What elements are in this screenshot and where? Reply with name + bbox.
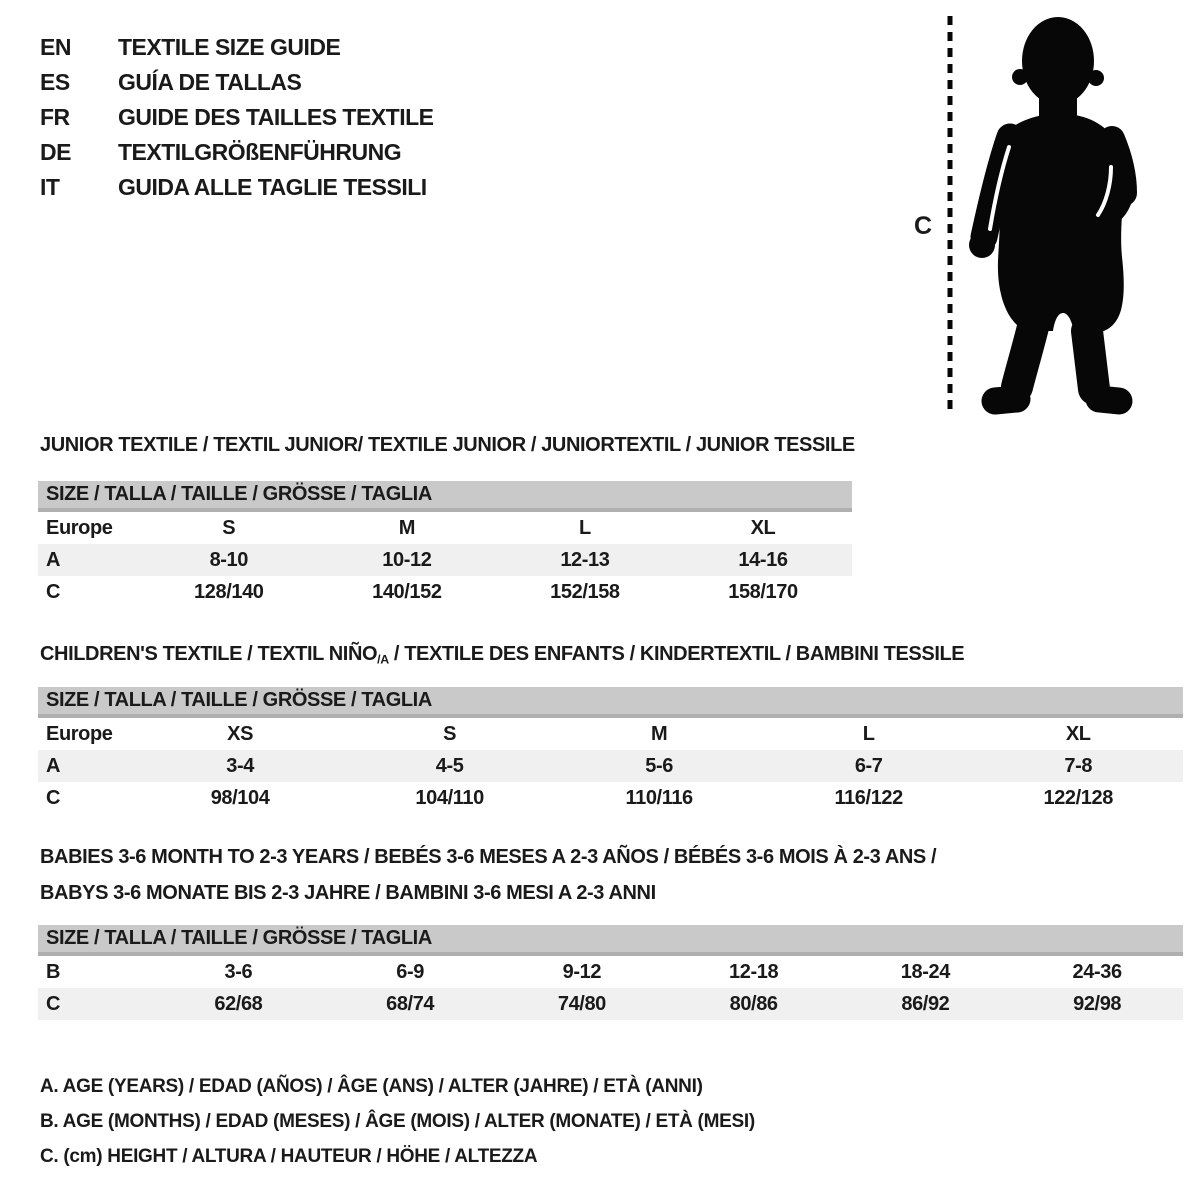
table-cell: 12-13 — [495, 544, 674, 576]
size-header: SIZE / TALLA / TAILLE / GRÖSSE / TAGLIA — [38, 925, 1183, 956]
table-cell: 128/140 — [194, 581, 264, 603]
row-label: A — [38, 750, 136, 782]
table-cell: 116/122 — [834, 787, 903, 809]
row-label: Europe — [46, 723, 113, 745]
babies-section-title-line2: BABYS 3-6 MONATE BIS 2-3 JAHRE / BAMBINI… — [40, 882, 656, 904]
table-cell: 8-10 — [139, 544, 318, 576]
table-row: B 3-6 6-9 9-12 12-18 18-24 24-36 — [38, 954, 1183, 988]
language-code: ES — [40, 69, 70, 95]
language-row-de: DE TEXTILGRÖßENFÜHRUNG — [40, 135, 434, 170]
legend-line-c: C. (cm) HEIGHT / ALTURA / HAUTEUR / HÖHE… — [40, 1146, 538, 1167]
language-label: GUIDE DES TAILLES TEXTILE — [118, 104, 434, 130]
language-label: TEXTILE SIZE GUIDE — [118, 34, 341, 60]
size-header: SIZE / TALLA / TAILLE / GRÖSSE / TAGLIA — [38, 687, 1183, 718]
table-cell: XS — [227, 723, 254, 745]
row-label: B — [46, 961, 61, 983]
language-row-it: IT GUIDA ALLE TAGLIE TESSILI — [40, 170, 434, 205]
table-cell: S — [222, 517, 236, 539]
table-cell: 5-6 — [554, 750, 764, 782]
language-label: GUÍA DE TALLAS — [118, 69, 302, 95]
language-code: DE — [40, 139, 71, 165]
legend-line-a: A. AGE (YEARS) / EDAD (AÑOS) / ÂGE (ANS)… — [40, 1076, 703, 1097]
babies-section-title-line1: BABIES 3-6 MONTH TO 2-3 YEARS / BEBÉS 3-… — [40, 846, 937, 868]
table-cell: L — [862, 723, 875, 745]
table-cell: 10-12 — [317, 544, 496, 576]
table-cell: 110/116 — [625, 787, 693, 809]
legend-line-b: B. AGE (MONTHS) / EDAD (MESES) / ÂGE (MO… — [40, 1111, 755, 1132]
language-code: IT — [40, 174, 60, 200]
table-cell: 98/104 — [210, 787, 270, 809]
table-cell: 158/170 — [728, 581, 798, 603]
table-cell: 122/128 — [1043, 787, 1113, 809]
legend: A. AGE (YEARS) / EDAD (AÑOS) / ÂGE (ANS)… — [40, 1069, 755, 1174]
table-cell: 86/92 — [839, 988, 1012, 1020]
children-title-main: CHILDREN'S TEXTILE / TEXTIL NIÑO — [40, 643, 378, 665]
junior-size-table: SIZE / TALLA / TAILLE / GRÖSSE / TAGLIA … — [38, 481, 852, 608]
table-cell: 68/74 — [324, 988, 496, 1020]
table-cell: XL — [750, 517, 776, 539]
table-cell: 104/110 — [415, 787, 484, 809]
size-header: SIZE / TALLA / TAILLE / GRÖSSE / TAGLIA — [38, 481, 852, 512]
table-cell: 18-24 — [900, 961, 951, 983]
junior-section-title: JUNIOR TEXTILE / TEXTIL JUNIOR/ TEXTILE … — [40, 434, 855, 456]
table-cell: 80/86 — [667, 988, 840, 1020]
table-row: Europe S M L XL — [38, 510, 852, 544]
table-header-row: SIZE / TALLA / TAILLE / GRÖSSE / TAGLIA — [38, 687, 1183, 718]
table-cell: M — [398, 517, 416, 539]
table-cell: 7-8 — [973, 750, 1183, 782]
language-row-en: EN TEXTILE SIZE GUIDE — [40, 30, 434, 65]
baby-silhouette-icon — [969, 17, 1137, 415]
children-section-title: CHILDREN'S TEXTILE / TEXTIL NIÑO/A / TEX… — [40, 642, 965, 672]
height-figure: C — [900, 12, 1150, 424]
table-cell: 74/80 — [496, 988, 668, 1020]
row-label: C — [46, 581, 61, 603]
table-row: C 98/104 104/110 110/116 116/122 122/128 — [38, 782, 1183, 814]
table-header-row: SIZE / TALLA / TAILLE / GRÖSSE / TAGLIA — [38, 481, 852, 512]
table-cell: 12-18 — [729, 961, 779, 983]
row-label: A — [38, 544, 140, 576]
table-row: A 3-4 4-5 5-6 6-7 7-8 — [38, 750, 1183, 782]
table-row: A 8-10 10-12 12-13 14-16 — [38, 544, 852, 576]
table-cell: S — [443, 723, 457, 745]
language-row-es: ES GUÍA DE TALLAS — [40, 65, 434, 100]
table-cell: XL — [1065, 723, 1091, 745]
children-title-rest: / TEXTILE DES ENFANTS / KINDERTEXTIL / B… — [388, 643, 965, 665]
table-cell: 92/98 — [1011, 988, 1183, 1020]
table-cell: 152/158 — [550, 581, 620, 603]
table-row: C 128/140 140/152 152/158 158/170 — [38, 576, 852, 608]
table-cell: 3-6 — [224, 961, 253, 983]
table-cell: 14-16 — [673, 544, 852, 576]
children-title-sub: /A — [377, 652, 389, 667]
height-measure-label: C — [914, 212, 933, 240]
row-label: C — [38, 988, 153, 1020]
language-label: TEXTILGRÖßENFÜHRUNG — [118, 139, 402, 165]
babies-size-table: SIZE / TALLA / TAILLE / GRÖSSE / TAGLIA … — [38, 925, 1183, 1020]
table-cell: M — [651, 723, 668, 745]
table-cell: 24-36 — [1072, 961, 1123, 983]
table-cell: 6-9 — [396, 961, 424, 983]
table-cell: 4-5 — [344, 750, 555, 782]
table-cell: 9-12 — [562, 961, 602, 983]
table-cell: 3-4 — [135, 750, 345, 782]
table-cell: 140/152 — [372, 581, 442, 603]
children-size-table: SIZE / TALLA / TAILLE / GRÖSSE / TAGLIA … — [38, 687, 1183, 814]
table-row: C 62/68 68/74 74/80 80/86 86/92 92/98 — [38, 988, 1183, 1020]
row-label: C — [46, 787, 61, 809]
language-code: FR — [40, 104, 70, 130]
language-title-list: EN TEXTILE SIZE GUIDE ES GUÍA DE TALLAS … — [40, 30, 434, 205]
table-header-row: SIZE / TALLA / TAILLE / GRÖSSE / TAGLIA — [38, 925, 1183, 956]
table-cell: L — [578, 517, 591, 539]
table-cell: 6-7 — [763, 750, 974, 782]
language-row-fr: FR GUIDE DES TAILLES TEXTILE — [40, 100, 434, 135]
language-label: GUIDA ALLE TAGLIE TESSILI — [118, 174, 427, 200]
table-row: Europe XS S M L XL — [38, 716, 1183, 750]
language-code: EN — [40, 34, 71, 60]
table-cell: 62/68 — [152, 988, 325, 1020]
row-label: Europe — [46, 517, 113, 539]
